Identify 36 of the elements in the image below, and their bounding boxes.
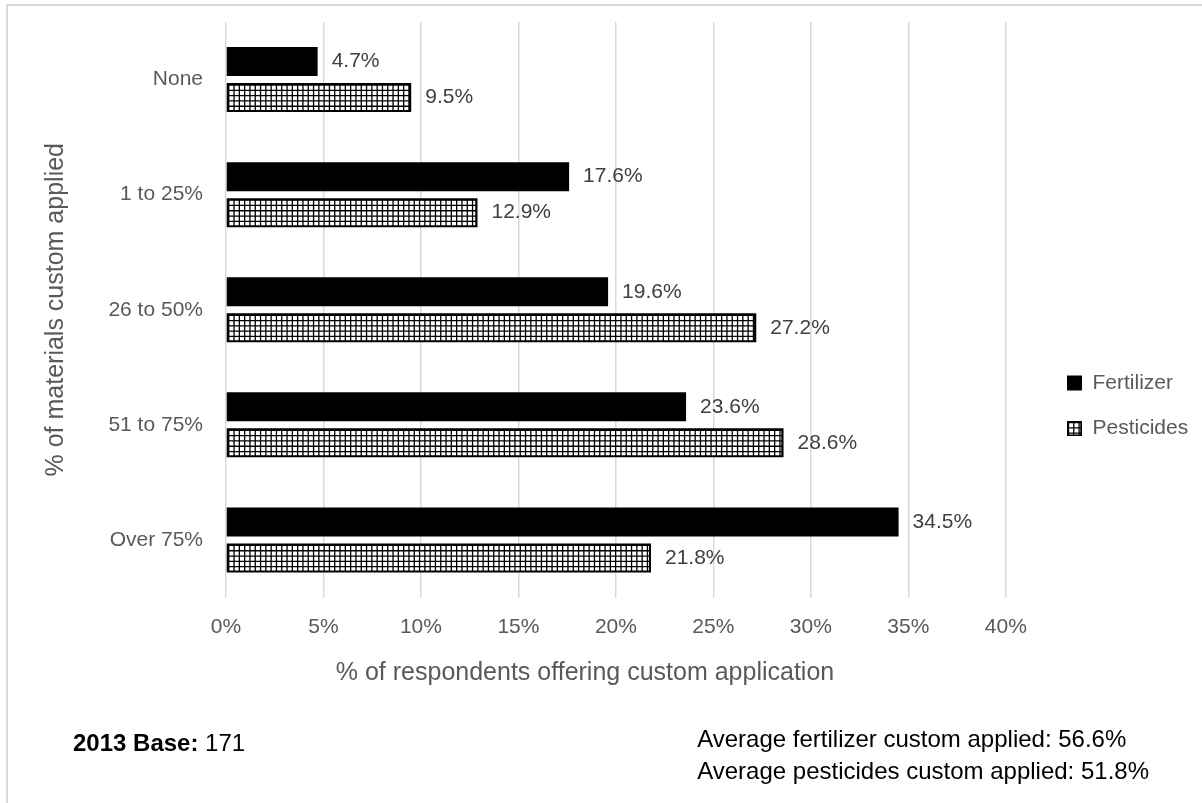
x-tick-label: 15% — [497, 614, 540, 638]
y-tick-label: 1 to 25% — [120, 181, 203, 205]
x-tick-label: 5% — [308, 614, 339, 638]
x-tick-label: 10% — [399, 614, 442, 638]
text: Average fertilizer custom applied: 56.6% — [697, 724, 1128, 754]
legend-label: Pesticides — [1092, 415, 1189, 439]
x-tick-label: 25% — [692, 614, 735, 638]
x-tick-label: 0% — [210, 614, 242, 638]
data-label: 9.5% — [425, 84, 474, 108]
data-label: 17.6% — [583, 163, 643, 187]
data-label: 4.7% — [331, 48, 380, 72]
data-label: 23.6% — [700, 393, 760, 417]
y-tick-label: None — [152, 66, 203, 90]
x-tick-label: 20% — [594, 614, 637, 638]
data-label: 27.2% — [770, 314, 830, 338]
bar — [226, 47, 318, 77]
y-tick-label: 26 to 50% — [108, 296, 203, 320]
y-tick-label: 51 to 75% — [108, 411, 203, 435]
x-tick-label: 30% — [789, 614, 832, 638]
bar — [226, 162, 570, 192]
text: 2013 Base: 171 — [73, 729, 246, 756]
y-axis-title: % of materials custom applied — [39, 143, 68, 477]
x-tick-label: 40% — [984, 614, 1027, 638]
data-label: 21.8% — [664, 544, 725, 568]
text: Average pesticides custom applied: 51.8% — [697, 756, 1149, 786]
data-label: 34.5% — [912, 508, 973, 532]
legend-label: Fertilizer — [1092, 369, 1174, 393]
bar — [226, 277, 609, 307]
data-label: 12.9% — [491, 199, 552, 223]
bar — [226, 507, 899, 537]
x-tick-label: 35% — [887, 614, 930, 638]
y-tick-label: Over 75% — [109, 526, 203, 550]
data-label: 19.6% — [622, 278, 682, 302]
bar — [226, 392, 687, 422]
data-label: 28.6% — [797, 429, 858, 453]
x-axis-title: % of respondents offering custom application — [335, 656, 835, 685]
